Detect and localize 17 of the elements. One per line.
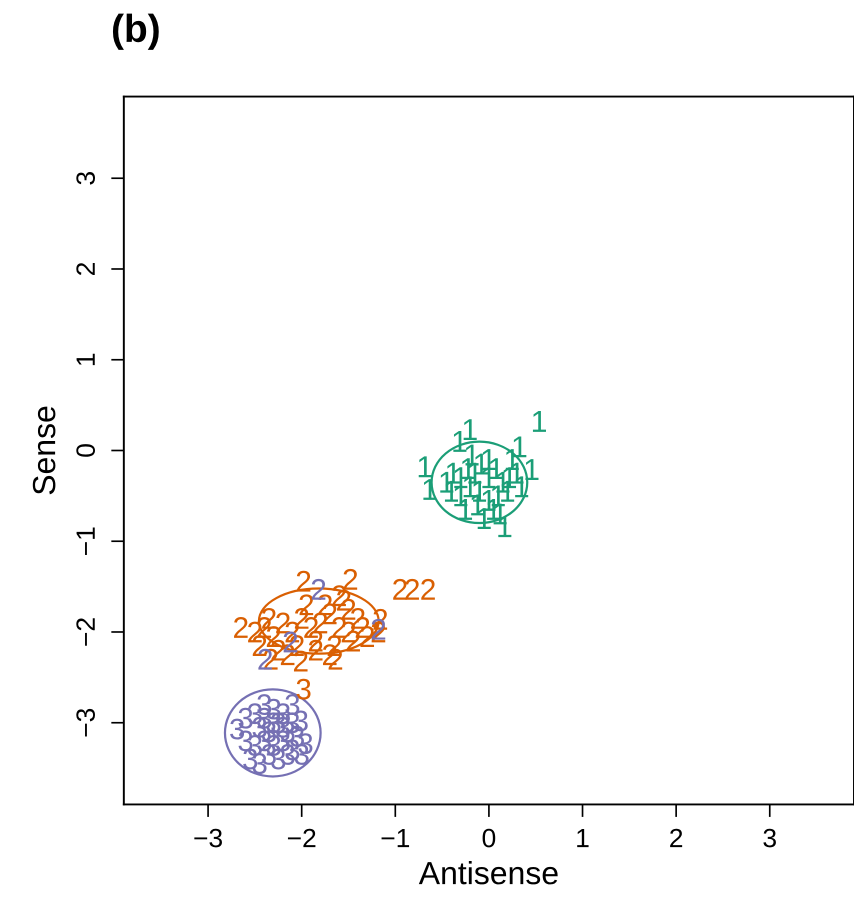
x-axis-title: Antisense (418, 860, 558, 884)
x-tick-label: −1 (382, 828, 410, 848)
x-tick-label: 0 (482, 828, 496, 848)
y-tick-label: 1 (76, 354, 95, 366)
y-tick-label: 3 (76, 172, 96, 185)
y-tick-label: −1 (76, 527, 95, 555)
x-tick-label: −2 (288, 828, 316, 848)
y-axis-title: Sense (32, 406, 56, 494)
y-tick-label: −2 (76, 618, 95, 646)
x-tick-label: 2 (670, 828, 682, 848)
x-tick-label: −3 (194, 828, 222, 848)
x-tick-label: 1 (577, 828, 589, 848)
y-tick-label: 2 (76, 262, 95, 275)
y-tick-label: −3 (76, 708, 96, 736)
x-tick-label: 3 (763, 828, 776, 848)
chart-title: (b) (112, 14, 159, 50)
y-tick-label: 0 (76, 444, 96, 457)
